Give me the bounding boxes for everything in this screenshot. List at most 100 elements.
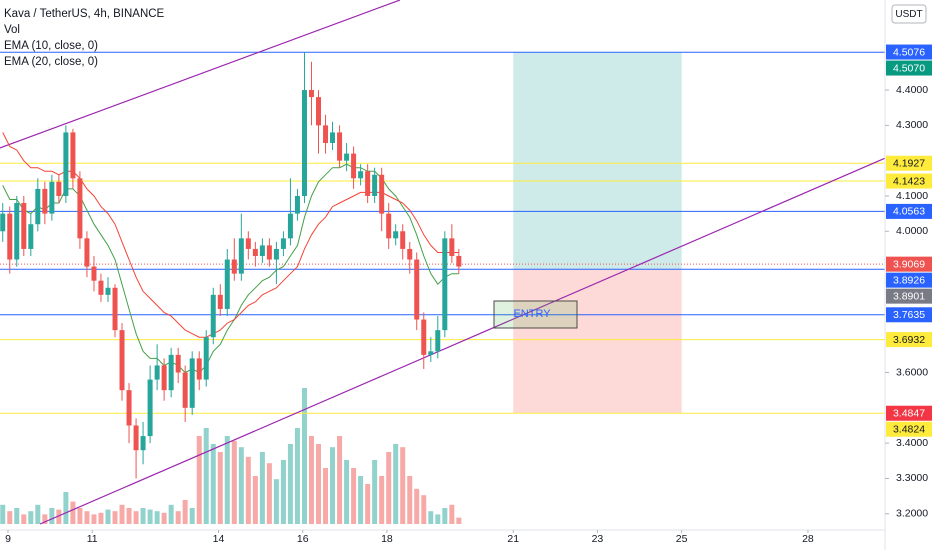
volume-bar — [203, 428, 209, 524]
chart-title: Kava / TetherUS, 4h, BINANCE — [4, 8, 165, 20]
candle-body — [273, 248, 279, 260]
y-tick-label: 4.0000 — [896, 225, 928, 237]
volume-bar — [168, 504, 174, 524]
candle-body — [280, 238, 286, 249]
candle-body — [126, 390, 132, 426]
candle-body — [189, 358, 195, 408]
candle-body — [435, 330, 441, 352]
candle-body — [182, 372, 188, 408]
candle-body — [140, 436, 146, 451]
volume-bar — [119, 504, 125, 524]
candle-body — [77, 178, 83, 239]
volume-bar — [435, 514, 441, 524]
volume-bar — [63, 492, 69, 524]
candle-body — [407, 248, 413, 260]
ema-legend: EMA (10, close, 0) — [4, 40, 98, 52]
price-label-box — [886, 155, 932, 171]
candle-body — [358, 171, 364, 179]
volume-bar — [105, 509, 111, 524]
entry-label: ENTRY — [513, 308, 551, 320]
price-label: 4.1927 — [893, 158, 925, 170]
price-label-box — [886, 332, 932, 348]
volume-bar — [56, 509, 62, 524]
volume-bar — [400, 447, 406, 524]
profit-zone — [513, 52, 682, 270]
volume-bar — [379, 476, 385, 524]
volume-bar — [351, 468, 357, 524]
volume-bar — [245, 456, 251, 524]
candle-body — [42, 188, 48, 214]
volume-bar — [393, 444, 399, 524]
candle-body — [449, 238, 455, 256]
price-label: 3.8926 — [893, 274, 925, 286]
candle-body — [351, 153, 357, 179]
volume-bar — [330, 447, 336, 524]
price-label: 3.8901 — [893, 290, 925, 302]
candle-body — [203, 337, 209, 380]
price-label-box — [886, 421, 932, 437]
candle-body — [70, 132, 76, 179]
candle-body — [0, 213, 6, 232]
y-tick-label: 4.1000 — [896, 190, 928, 202]
volume-bar — [280, 460, 286, 524]
volume-bar — [140, 508, 146, 524]
volume-bar — [28, 511, 34, 524]
price-label: 3.9069 — [893, 258, 925, 270]
volume-bar — [154, 511, 160, 524]
candle-body — [175, 354, 181, 373]
price-label: 3.4824 — [893, 424, 925, 436]
volume-bar — [259, 452, 265, 524]
volume-bar — [161, 512, 167, 524]
candle-body — [294, 195, 300, 214]
volume-bar — [365, 484, 371, 524]
volume-bar — [224, 436, 230, 524]
volume-bar — [308, 436, 314, 524]
x-tick-label: 21 — [507, 533, 519, 545]
candle-body — [252, 248, 258, 256]
volume-bar — [91, 514, 97, 524]
volume-bar — [421, 495, 427, 524]
volume-bar — [231, 440, 237, 524]
volume-bar — [196, 436, 202, 524]
candle-body — [259, 245, 265, 256]
volume-bar — [372, 460, 378, 524]
trend-line — [0, 0, 401, 149]
candle-body — [161, 365, 167, 391]
price-label-box — [886, 173, 932, 189]
volume-bar — [175, 511, 181, 524]
volume-bar — [442, 508, 448, 524]
volume-bar — [112, 511, 118, 524]
y-tick-label: 4.4000 — [896, 84, 928, 96]
candle-body — [154, 365, 160, 380]
currency-label[interactable]: USDT — [895, 9, 922, 20]
price-label: 4.5076 — [893, 46, 925, 58]
candle-body — [224, 259, 230, 309]
candle-body — [133, 425, 139, 451]
candle-body — [337, 132, 343, 161]
candle-body — [386, 213, 392, 239]
candle-body — [56, 181, 62, 196]
candle-body — [84, 238, 90, 267]
x-tick-label: 16 — [297, 533, 309, 545]
candle-body — [308, 90, 314, 98]
volume-bar — [273, 479, 279, 524]
candle-body — [245, 238, 251, 249]
volume-bar — [7, 511, 13, 524]
candle-body — [330, 132, 336, 144]
price-label: 4.1423 — [893, 175, 925, 187]
currency-box[interactable] — [891, 4, 927, 24]
price-label-box — [886, 272, 932, 288]
candle-body — [266, 245, 272, 260]
candle-body — [63, 132, 69, 196]
price-label-box — [886, 60, 932, 76]
volume-bar — [182, 500, 188, 524]
volume-bar — [42, 514, 48, 524]
volume-bar — [428, 511, 434, 524]
volume-bar — [386, 452, 392, 524]
y-tick-label: 3.3000 — [896, 472, 928, 484]
volume-bar — [98, 512, 104, 524]
price-label: 4.5070 — [893, 62, 925, 74]
price-label-box — [886, 288, 932, 304]
